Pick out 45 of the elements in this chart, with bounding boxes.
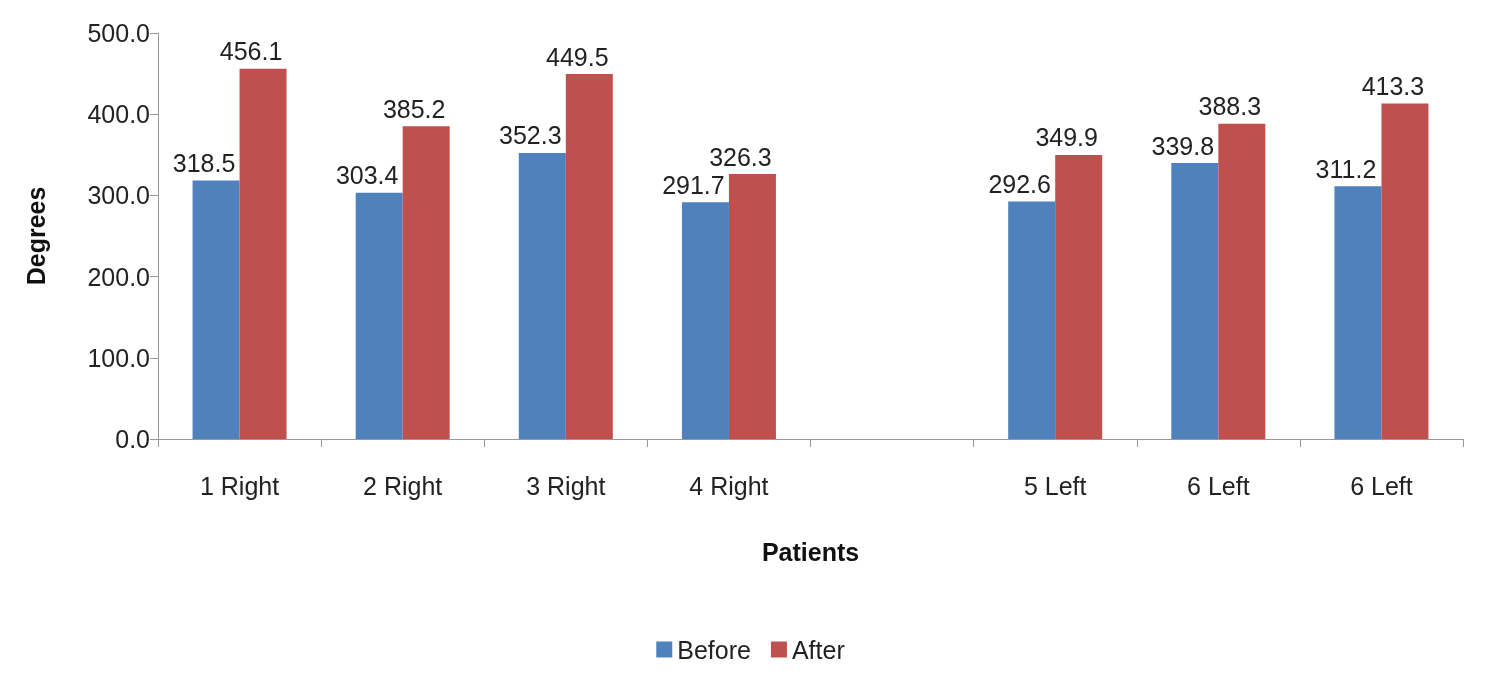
data-label: 413.3 bbox=[1361, 71, 1425, 100]
data-label: 449.5 bbox=[546, 42, 609, 71]
legend-label: Before bbox=[677, 635, 751, 664]
data-label: 311.2 bbox=[1315, 154, 1377, 183]
x-tick-label: 3 Right bbox=[526, 471, 606, 500]
bar bbox=[239, 68, 287, 439]
bar bbox=[402, 126, 450, 439]
data-label: 352.3 bbox=[499, 121, 562, 150]
bar bbox=[1381, 103, 1429, 439]
data-label: 385.2 bbox=[382, 94, 446, 123]
y-tick-label: 100.0 bbox=[87, 343, 150, 372]
bar bbox=[1218, 123, 1266, 439]
data-label: 349.9 bbox=[1035, 123, 1098, 152]
y-tick-label: 0.0 bbox=[115, 425, 150, 453]
data-label: 292.6 bbox=[988, 169, 1051, 198]
data-label: 318.5 bbox=[172, 148, 236, 177]
bar bbox=[681, 202, 729, 439]
data-label: 388.3 bbox=[1198, 92, 1262, 121]
y-tick-label: 300.0 bbox=[87, 181, 150, 210]
x-tick-label: 6 Left bbox=[1350, 471, 1413, 500]
bar bbox=[1334, 186, 1382, 439]
data-label: 326.3 bbox=[709, 142, 772, 171]
x-tick-label: 6 Left bbox=[1187, 471, 1250, 500]
data-label: 303.4 bbox=[335, 161, 399, 190]
x-tick-label: 2 Right bbox=[363, 471, 443, 500]
x-tick-label: 5 Left bbox=[1023, 471, 1087, 500]
data-label: 456.1 bbox=[219, 37, 283, 66]
bar bbox=[1055, 154, 1103, 439]
data-label: 291.7 bbox=[662, 170, 725, 199]
bar bbox=[1008, 201, 1056, 439]
bar bbox=[1171, 163, 1219, 439]
y-tick-label: 500.0 bbox=[87, 19, 150, 47]
bar bbox=[565, 74, 613, 439]
y-tick-label: 200.0 bbox=[87, 262, 150, 291]
bar bbox=[192, 180, 240, 439]
bar bbox=[355, 192, 403, 439]
legend-label: After bbox=[791, 635, 845, 664]
x-tick-label: 4 Right bbox=[689, 471, 769, 500]
data-label: 339.8 bbox=[1151, 131, 1215, 160]
bar bbox=[518, 152, 566, 439]
y-tick-label: 400.0 bbox=[87, 100, 150, 129]
bar bbox=[728, 174, 776, 439]
y-axis-title: Degrees bbox=[21, 186, 50, 286]
x-axis-title: Patients bbox=[761, 537, 860, 566]
x-tick-label: 1 Right bbox=[199, 471, 280, 500]
